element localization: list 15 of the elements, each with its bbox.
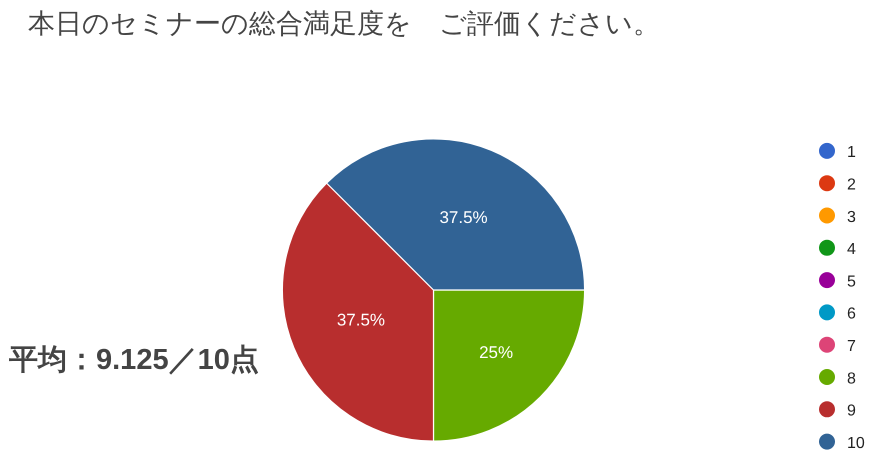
legend-label: 1: [847, 144, 856, 162]
chart-title: 本日のセミナーの総合満足度を ご評価ください。: [28, 8, 660, 38]
data-label: 37.5%: [336, 310, 386, 330]
legend-label: 2: [847, 176, 856, 194]
legend-label: 5: [847, 273, 856, 290]
data-label: 37.5%: [439, 208, 488, 227]
legend-label: 6: [847, 306, 856, 323]
legend-label: 7: [847, 338, 856, 355]
legend-label: 8: [847, 370, 856, 388]
legend-label: 10: [847, 434, 865, 452]
legend-label: 9: [847, 402, 856, 420]
legend-label: 3: [847, 208, 856, 226]
data-label: 25%: [479, 343, 514, 362]
text: 平均：9.125／10点: [8, 344, 259, 376]
legend-label: 4: [847, 241, 856, 258]
